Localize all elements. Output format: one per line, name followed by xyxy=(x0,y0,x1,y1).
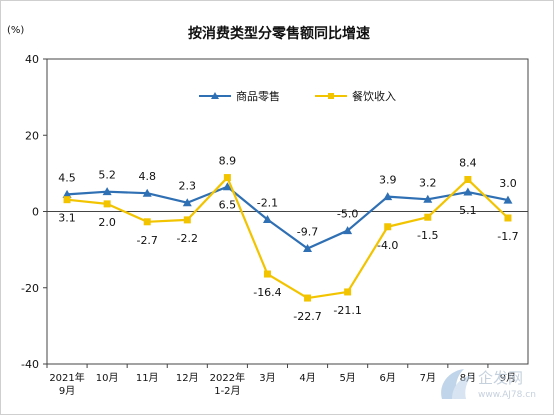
data-label-retail: 6.5 xyxy=(219,199,237,212)
data-label-retail: 3.9 xyxy=(379,174,397,187)
data-label-catering: 3.1 xyxy=(58,212,76,225)
y-tick-label: 40 xyxy=(25,53,39,66)
legend-label: 餐饮收入 xyxy=(352,89,396,103)
data-point-catering xyxy=(424,214,431,221)
data-label-retail: 3.2 xyxy=(419,176,437,189)
watermark-logo-icon xyxy=(441,369,472,399)
data-label-catering: -2.7 xyxy=(136,234,157,247)
data-label-catering: -2.2 xyxy=(177,232,198,245)
data-label-catering: -1.7 xyxy=(497,230,518,243)
series-layer xyxy=(63,174,513,301)
x-tick-label: 11月 xyxy=(136,372,159,384)
legend: 商品零售 餐饮收入 xyxy=(199,89,396,103)
y-tick-label: -20 xyxy=(21,282,39,295)
x-tick-label: 1-2月 xyxy=(214,385,240,397)
x-tick-label: 2022年 xyxy=(210,371,245,384)
legend-label: 商品零售 xyxy=(236,89,280,103)
chart-title: 按消费类型分零售额同比增速 xyxy=(188,25,370,42)
data-label-catering: -16.4 xyxy=(253,286,281,299)
y-tick-label: -40 xyxy=(21,358,39,371)
data-point-catering xyxy=(144,218,151,225)
data-point-catering xyxy=(304,295,311,302)
series-line-catering xyxy=(67,178,508,298)
data-label-retail: 5.2 xyxy=(98,169,116,182)
data-label-catering: -22.7 xyxy=(293,310,321,323)
y-tick-label: 20 xyxy=(25,129,39,142)
x-tick-label: 9月 xyxy=(59,385,75,397)
data-point-catering xyxy=(224,174,231,181)
data-point-catering xyxy=(64,196,71,203)
data-label-retail: 5.1 xyxy=(459,204,477,217)
data-point-catering xyxy=(104,200,111,207)
x-tick-label: 12月 xyxy=(176,372,199,384)
data-point-catering xyxy=(384,223,391,230)
watermark-text: 企发网 xyxy=(478,369,523,387)
data-label-catering: -1.5 xyxy=(417,229,438,242)
x-tick-label: 4月 xyxy=(299,372,315,384)
data-label-catering: 8.4 xyxy=(459,156,477,169)
data-point-catering xyxy=(184,216,191,223)
x-tick-label: 6月 xyxy=(380,372,396,384)
y-tick-label: 0 xyxy=(32,206,39,219)
data-label-retail: -2.1 xyxy=(257,197,278,210)
x-tick-label: 10月 xyxy=(96,372,119,384)
data-point-catering xyxy=(264,271,271,278)
legend-square-marker xyxy=(328,93,334,99)
watermark: 企发网 www.AJ78.cn xyxy=(434,361,546,409)
data-point-catering xyxy=(464,176,471,183)
series-line-retail xyxy=(67,187,508,249)
data-label-retail: 4.5 xyxy=(58,171,76,184)
data-label-retail: -5.0 xyxy=(337,208,358,221)
data-label-catering: -21.1 xyxy=(333,304,361,317)
data-point-catering xyxy=(344,288,351,295)
data-label-catering: 8.9 xyxy=(219,155,237,168)
data-label-layer: 4.5 3.1 5.2 2.0 4.8 -2.7 2.3 -2.2 6.5 8.9 -2.1 -16.… xyxy=(58,155,518,323)
y-axis-unit-label: (%) xyxy=(7,25,24,36)
data-label-retail: 4.8 xyxy=(138,170,156,183)
data-label-retail: -9.7 xyxy=(297,225,318,238)
data-label-catering: -4.0 xyxy=(377,239,398,252)
x-tick-label: 5月 xyxy=(339,372,355,384)
x-tick-label: 3月 xyxy=(259,372,275,384)
watermark-subtext: www.AJ78.cn xyxy=(478,390,536,400)
data-label-retail: 2.3 xyxy=(179,180,197,193)
data-point-catering xyxy=(504,214,511,221)
x-tick-label: 2021年 xyxy=(49,371,84,384)
data-label-retail: 3.0 xyxy=(499,177,517,190)
data-label-catering: 2.0 xyxy=(98,216,116,229)
